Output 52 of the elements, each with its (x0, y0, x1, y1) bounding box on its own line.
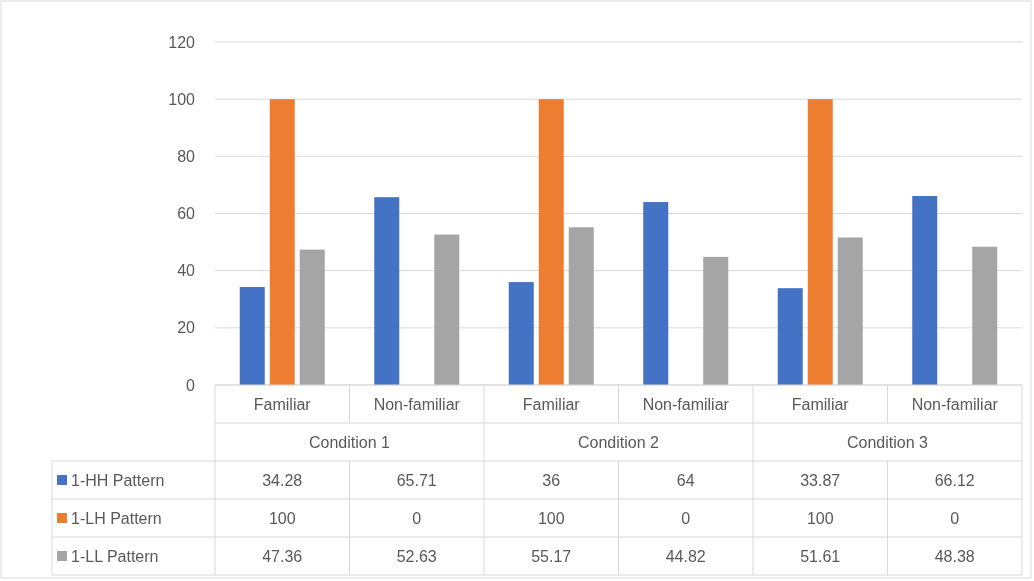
legend-label: 1-HH Pattern (71, 471, 165, 489)
x-tick-label: Familiar (522, 395, 581, 413)
x-tick-label: Familiar (791, 395, 850, 413)
data-label: 34.28 (262, 471, 303, 489)
bar (703, 256, 729, 385)
data-label: 33.87 (800, 471, 841, 489)
x-tick-label: Non-familiar (642, 395, 730, 413)
data-label: 100 (806, 509, 834, 527)
bar (374, 197, 400, 385)
bar (239, 287, 265, 385)
data-label: 0 (412, 509, 422, 527)
data-label: 100 (268, 509, 296, 527)
y-tick-label: 100 (168, 90, 196, 108)
y-tick-label: 120 (168, 33, 196, 51)
legend-label: 1-LL Pattern (71, 547, 159, 565)
data-label: 36 (542, 471, 561, 489)
y-tick-label: 20 (177, 319, 196, 337)
text: Condition 1 (309, 433, 391, 451)
bar (972, 246, 998, 385)
data-label: 0 (950, 509, 960, 527)
bar (508, 282, 534, 385)
text: Condition 2 (578, 433, 660, 451)
x-tick-label: Non-familiar (373, 395, 461, 413)
bar (299, 249, 325, 385)
bar (643, 202, 669, 385)
data-label: 51.61 (800, 547, 841, 565)
text: Condition 3 (847, 433, 929, 451)
y-tick-label: 60 (177, 205, 196, 223)
bar (434, 234, 460, 385)
bar (538, 99, 564, 385)
bar (837, 237, 863, 385)
data-label: 66.12 (934, 471, 975, 489)
legend-label: 1-LH Pattern (71, 509, 162, 527)
bar (568, 227, 594, 385)
data-label: 44.82 (665, 547, 706, 565)
y-tick-label: 40 (177, 262, 196, 280)
data-label: 55.17 (531, 547, 572, 565)
bar (777, 288, 803, 385)
bar (807, 99, 833, 385)
y-tick-label: 80 (177, 147, 196, 165)
bar (912, 196, 938, 385)
bar (269, 99, 295, 385)
data-label: 65.71 (396, 471, 437, 489)
data-label: 64 (676, 471, 695, 489)
data-label: 0 (681, 509, 691, 527)
data-label: 47.36 (262, 547, 303, 565)
x-tick-label: Non-familiar (911, 395, 999, 413)
data-label: 52.63 (396, 547, 437, 565)
data-label: 48.38 (934, 547, 975, 565)
y-tick-label: 0 (186, 376, 196, 394)
data-label: 100 (537, 509, 565, 527)
x-tick-label: Familiar (253, 395, 312, 413)
